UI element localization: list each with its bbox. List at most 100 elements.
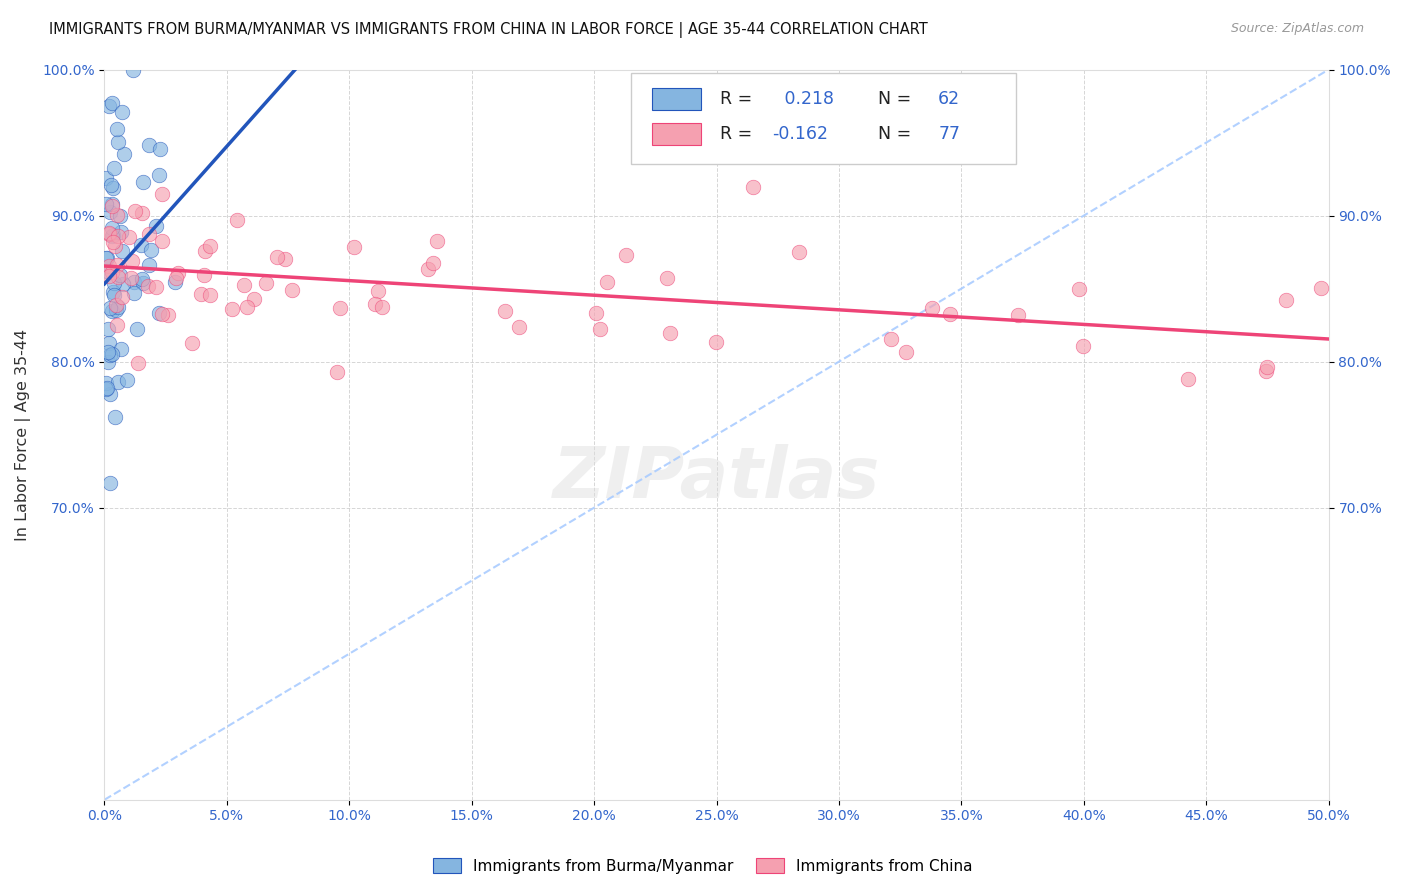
Point: [111, 104, 134, 119]
Point: [1310, 281, 1333, 295]
Point: [198, 288, 221, 302]
Point: [111, 290, 134, 304]
Point: [939, 307, 962, 321]
Point: [118, 230, 141, 244]
Point: [96, 251, 118, 265]
Point: [226, 213, 249, 227]
Point: [122, 275, 145, 289]
Point: [328, 301, 350, 316]
Point: [148, 168, 170, 182]
Point: [101, 197, 124, 211]
Point: [96, 264, 118, 278]
Text: 0.218: 0.218: [779, 90, 834, 108]
Point: [107, 229, 129, 244]
Text: N =: N =: [868, 90, 917, 108]
Point: [165, 276, 187, 290]
Point: [1275, 293, 1298, 307]
Point: [156, 308, 179, 322]
Point: [110, 226, 132, 240]
Point: [233, 278, 256, 293]
Point: [115, 374, 138, 388]
Point: [243, 292, 266, 306]
Point: [94, 376, 117, 390]
Point: [589, 322, 612, 336]
Point: [104, 410, 127, 425]
Point: [706, 334, 728, 349]
Point: [371, 301, 394, 315]
Point: [107, 300, 129, 314]
Point: [104, 302, 127, 317]
FancyBboxPatch shape: [651, 123, 700, 145]
Point: [138, 138, 160, 153]
Text: R =: R =: [720, 90, 758, 108]
Point: [236, 300, 259, 314]
Point: [97, 345, 120, 359]
Point: [97, 355, 120, 369]
Point: [422, 255, 444, 269]
Point: [150, 187, 173, 202]
Point: [129, 238, 152, 252]
Point: [131, 205, 153, 219]
Legend: Immigrants from Burma/Myanmar, Immigrants from China: Immigrants from Burma/Myanmar, Immigrant…: [427, 852, 979, 880]
Point: [107, 270, 129, 285]
Point: [98, 205, 121, 219]
Point: [127, 356, 149, 370]
Point: [194, 244, 217, 258]
Point: [94, 382, 117, 396]
Point: [1073, 339, 1095, 353]
Point: [124, 204, 146, 219]
Point: [494, 303, 516, 318]
Text: R =: R =: [720, 125, 758, 143]
Point: [98, 99, 121, 113]
Point: [111, 244, 134, 259]
Point: [110, 342, 132, 356]
Point: [105, 208, 128, 222]
Point: [94, 252, 117, 266]
Point: [101, 303, 124, 318]
Point: [104, 298, 127, 312]
Point: [120, 270, 142, 285]
Point: [148, 306, 170, 320]
Point: [97, 336, 120, 351]
Point: [138, 227, 160, 242]
Point: [101, 228, 124, 243]
Point: [1177, 372, 1199, 386]
Point: [141, 243, 163, 257]
Point: [614, 247, 637, 261]
Point: [112, 147, 135, 161]
Point: [96, 381, 118, 395]
Point: [132, 175, 155, 189]
Point: [100, 178, 122, 192]
FancyBboxPatch shape: [651, 87, 700, 110]
Point: [103, 161, 125, 176]
Point: [107, 318, 129, 332]
Point: [98, 348, 121, 362]
Point: [97, 322, 120, 336]
Point: [98, 259, 121, 273]
Point: [149, 142, 172, 156]
Point: [100, 199, 122, 213]
Point: [96, 170, 118, 185]
Point: [122, 285, 145, 300]
Point: [98, 227, 121, 241]
Point: [98, 387, 121, 401]
Point: [127, 322, 149, 336]
Point: [107, 375, 129, 389]
Text: 77: 77: [938, 125, 960, 143]
Point: [98, 475, 121, 490]
Point: [105, 258, 128, 272]
Text: IMMIGRANTS FROM BURMA/MYANMAR VS IMMIGRANTS FROM CHINA IN LABOR FORCE | AGE 35-4: IMMIGRANTS FROM BURMA/MYANMAR VS IMMIGRA…: [49, 22, 928, 38]
Y-axis label: In Labor Force | Age 35-44: In Labor Force | Age 35-44: [15, 328, 31, 541]
Point: [585, 306, 607, 320]
Point: [281, 283, 304, 297]
Point: [193, 268, 215, 283]
Point: [1069, 281, 1091, 295]
Point: [98, 301, 121, 315]
Point: [741, 180, 763, 194]
Point: [166, 266, 188, 280]
Point: [221, 301, 243, 316]
Point: [105, 121, 128, 136]
Point: [596, 275, 619, 289]
Text: ZIPatlas: ZIPatlas: [553, 444, 880, 513]
Point: [181, 336, 204, 351]
